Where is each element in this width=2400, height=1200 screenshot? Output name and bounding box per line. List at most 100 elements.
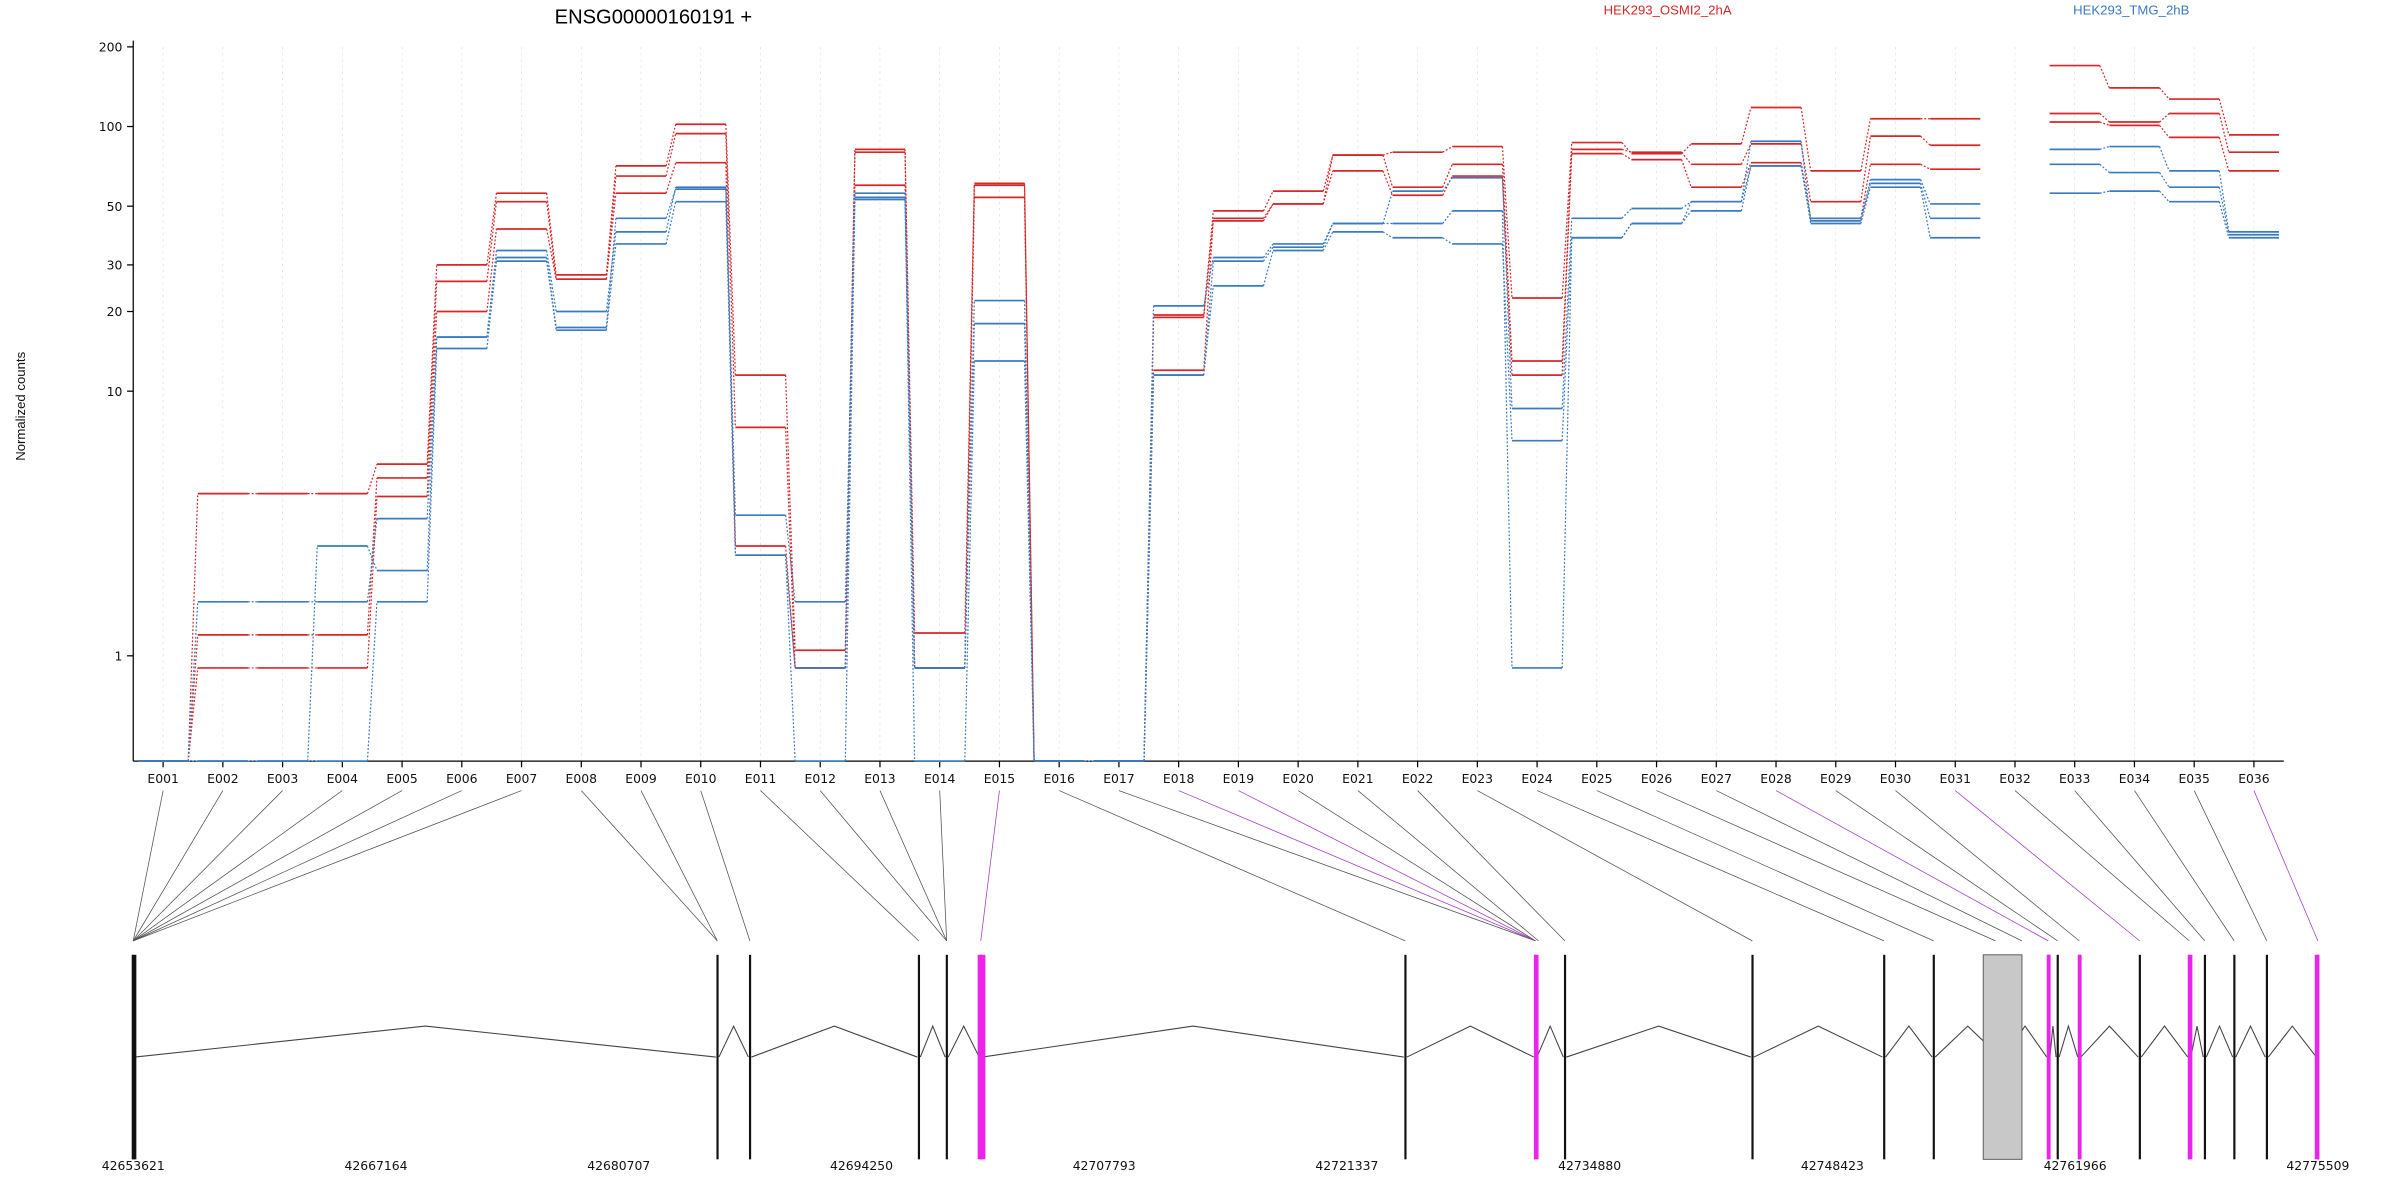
series-connector	[2218, 187, 2230, 235]
intron-line	[2140, 1025, 2189, 1058]
x-tick-label-E016: E016	[1043, 771, 1075, 786]
series-connector	[187, 667, 199, 762]
connector-E017	[1118, 790, 1536, 942]
series-connector	[2218, 98, 2230, 136]
series-connector	[1919, 187, 1931, 238]
series-connector	[1501, 146, 1513, 299]
series-connector	[1860, 187, 1872, 224]
x-tick-label-E029: E029	[1820, 771, 1851, 786]
intron-line	[2235, 1024, 2266, 1058]
series-connector	[1800, 143, 1812, 202]
connector-E007	[133, 790, 522, 942]
intron-line	[919, 1024, 946, 1058]
series-connector	[426, 337, 438, 519]
highlighted-exon	[2314, 954, 2320, 1160]
connector-E023	[1477, 790, 1753, 942]
intron-line	[947, 1024, 980, 1058]
x-tick-label-E003: E003	[267, 771, 298, 786]
x-tick-label-E008: E008	[566, 771, 598, 786]
series-connector	[1920, 135, 1931, 146]
series-connector	[964, 323, 975, 668]
connector-E029	[1835, 790, 2058, 942]
connector-E008	[580, 790, 718, 942]
intron-line	[1753, 1025, 1883, 1058]
intron-line	[1406, 1025, 1535, 1058]
highlighted-exon	[977, 954, 986, 1160]
connector-E019	[1238, 790, 1536, 942]
intron-line	[134, 1025, 716, 1058]
series-connector	[486, 193, 498, 265]
gene-model	[131, 954, 2320, 1160]
series-connector	[1740, 165, 1752, 202]
x-tick-label-E027: E027	[1701, 771, 1732, 786]
series-connector	[2099, 121, 2110, 126]
series-connector	[964, 183, 975, 633]
exon-bar	[1563, 954, 1567, 1160]
series-connector	[1442, 237, 1453, 245]
connector-E001	[132, 790, 164, 941]
series-connector	[1442, 146, 1453, 153]
legend-label-tmg: HEK293_TMG_2hB	[2073, 2, 2189, 17]
series-connector	[2159, 125, 2170, 138]
y-tick-label: 10	[107, 384, 123, 399]
series-connector	[1740, 165, 1752, 212]
connector-E032	[2014, 790, 2190, 942]
x-tick-label-E010: E010	[685, 771, 717, 786]
series-connector	[1681, 143, 1692, 155]
series-connector	[844, 199, 856, 762]
series-connector	[546, 228, 557, 280]
connector-E020	[1297, 790, 1536, 942]
series-connector	[1203, 261, 1214, 376]
connector-E021	[1357, 790, 1539, 942]
connector-E028	[1775, 790, 2049, 942]
series-connector	[1322, 223, 1334, 248]
series-connector	[1322, 154, 1334, 192]
connector-E033	[2074, 790, 2206, 942]
series-connector	[1920, 179, 1931, 205]
genomic-tick-label: 42707793	[1073, 1158, 1136, 1173]
series-connector	[1740, 143, 1752, 165]
series-connector	[1740, 162, 1752, 188]
series-connector	[1800, 107, 1812, 171]
x-tick-label-E023: E023	[1462, 771, 1493, 786]
series-connector	[1203, 285, 1214, 376]
x-tick-label-E014: E014	[924, 771, 956, 786]
series-connector	[2218, 170, 2230, 232]
series-connector	[1501, 177, 1513, 409]
series-connector	[366, 518, 378, 602]
series-connector	[1621, 223, 1632, 239]
series-connector	[2099, 190, 2110, 194]
series-connector	[725, 124, 737, 376]
connector-E022	[1417, 790, 1566, 942]
legend-label-osmi2: HEK293_OSMI2_2hA	[1604, 2, 1732, 17]
x-tick-label-E005: E005	[386, 771, 417, 786]
series-connector	[366, 545, 378, 571]
series-connector	[1860, 164, 1872, 219]
series-connector	[1442, 175, 1453, 196]
connector-E014	[939, 790, 948, 941]
series-connector	[2158, 146, 2170, 172]
series-connector	[605, 243, 617, 331]
exon-bar	[945, 954, 948, 1160]
exon-bar	[1751, 954, 1754, 1160]
series-connector	[1860, 183, 1872, 219]
genomic-tick-label: 42761966	[2044, 1158, 2107, 1173]
intron-line	[982, 1025, 1404, 1058]
series-connector	[2159, 190, 2170, 203]
x-tick-label-E033: E033	[2059, 771, 2090, 786]
series-connector	[546, 250, 557, 312]
y-tick-label: 200	[99, 40, 123, 55]
intron-line	[2267, 1025, 2317, 1058]
series-connector	[1382, 151, 1393, 156]
x-tick-label-E017: E017	[1103, 771, 1134, 786]
series-connector	[784, 555, 796, 668]
series-connector	[2099, 65, 2110, 89]
intron-line	[2049, 1026, 2057, 1058]
exon-bar	[1932, 954, 1935, 1160]
x-tick-label-E032: E032	[1999, 771, 2030, 786]
x-tick-label-E036: E036	[2238, 771, 2270, 786]
connector-E005	[133, 790, 403, 942]
highlighted-exon	[2077, 954, 2082, 1160]
series-connector	[1203, 257, 1214, 307]
